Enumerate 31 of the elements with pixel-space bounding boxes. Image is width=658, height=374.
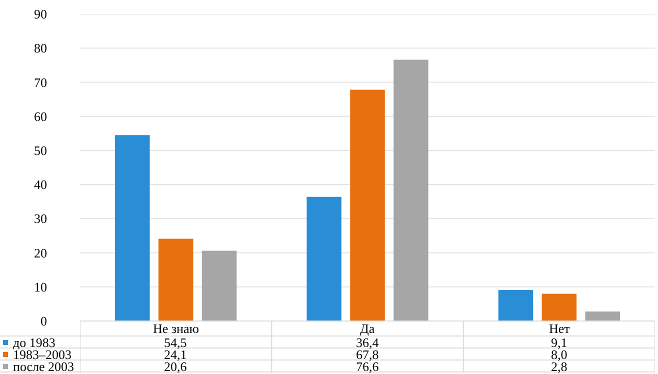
x-tick-label: Да <box>360 321 375 336</box>
bar <box>306 196 342 321</box>
bar <box>158 238 194 321</box>
data-label: 2,8 <box>551 359 568 374</box>
bar <box>350 90 385 321</box>
x-tick-label: Не знаю <box>153 321 200 336</box>
data-label: 54,5 <box>164 335 187 350</box>
data-label: 9,1 <box>551 335 568 350</box>
data-label: 36,4 <box>356 335 380 350</box>
y-tick-label: 70 <box>34 74 47 90</box>
y-tick-label: 30 <box>34 211 47 226</box>
y-tick-label: 50 <box>34 142 47 158</box>
y-tick-label: 90 <box>34 6 47 22</box>
x-tick-label: Нет <box>549 321 570 336</box>
y-tick-label: 20 <box>34 245 47 260</box>
bar <box>394 60 428 321</box>
y-tick-label: 80 <box>34 40 47 56</box>
bar <box>498 290 534 321</box>
legend-label: до 1983 <box>13 335 56 350</box>
bar <box>202 250 237 321</box>
bar <box>542 294 577 321</box>
bar <box>585 311 620 321</box>
data-label: 76,6 <box>356 359 380 374</box>
data-label: 20,6 <box>164 359 188 374</box>
y-tick-label: 40 <box>34 177 47 192</box>
bar <box>115 135 150 321</box>
data-label: 8,0 <box>551 347 568 362</box>
y-tick-label: 0 <box>40 314 47 329</box>
y-tick-label: 60 <box>34 108 47 124</box>
y-tick-label: 10 <box>34 279 47 294</box>
legend-label: после 2003 <box>13 359 74 374</box>
